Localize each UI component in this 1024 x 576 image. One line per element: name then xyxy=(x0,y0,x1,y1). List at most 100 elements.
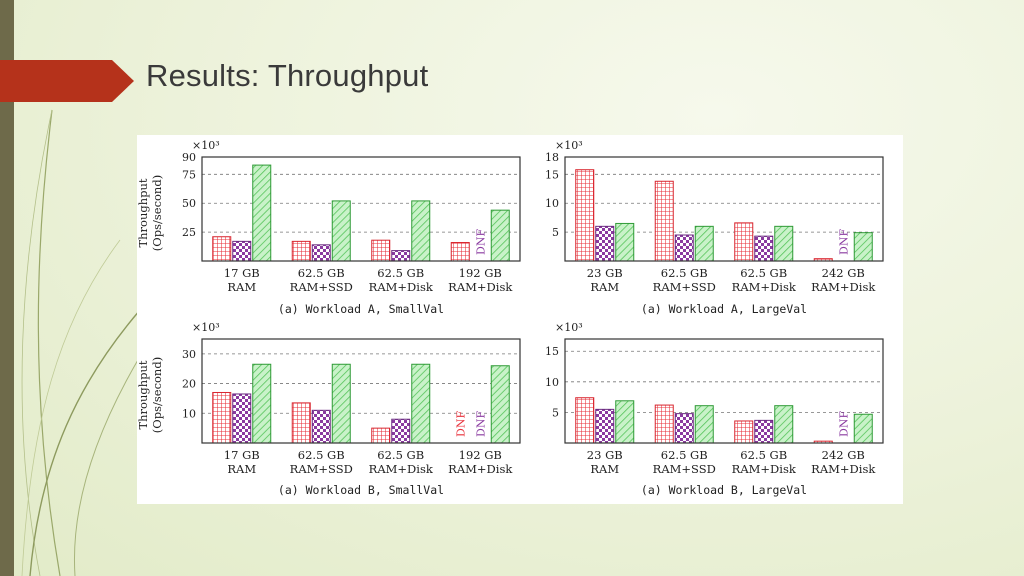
y-tick-label: 30 xyxy=(182,348,196,361)
bar xyxy=(371,239,391,262)
bar xyxy=(450,242,470,262)
bar xyxy=(371,427,391,444)
y-tick-label: 25 xyxy=(182,226,196,239)
bar xyxy=(595,225,615,262)
bar xyxy=(252,363,272,444)
y-tick-label: 5 xyxy=(552,226,559,239)
bar xyxy=(490,365,510,444)
bar xyxy=(391,250,411,262)
plot-frame xyxy=(564,156,884,262)
x-tick-label: RAM+Disk xyxy=(811,280,876,294)
bar xyxy=(734,222,754,262)
y-tick-label: 5 xyxy=(552,406,559,419)
bar xyxy=(734,420,754,444)
x-tick-label: 62.5 GB xyxy=(661,448,708,462)
chart-caption: (a) Workload B, LargeVal xyxy=(641,483,807,497)
bar xyxy=(674,234,694,262)
bar xyxy=(331,200,351,262)
x-tick-label: 62.5 GB xyxy=(740,266,787,280)
dnf-label: DNF xyxy=(474,229,487,255)
y-axis-label: Throughput(Ops/second) xyxy=(137,175,164,251)
x-tick-label: 62.5 GB xyxy=(298,266,345,280)
bar xyxy=(774,405,794,444)
bar xyxy=(232,240,252,262)
x-tick-label: RAM+Disk xyxy=(732,280,797,294)
y-tick-label: 20 xyxy=(182,378,196,391)
x-tick-label: RAM xyxy=(227,280,256,294)
x-tick-label: RAM+SSD xyxy=(290,280,353,294)
plot-frame xyxy=(201,338,521,444)
bar xyxy=(575,169,595,262)
bar xyxy=(411,200,431,262)
bar xyxy=(694,405,714,444)
x-tick-label: 242 GB xyxy=(822,266,865,280)
y-tick-label: 10 xyxy=(545,376,559,389)
decorative-lines xyxy=(21,109,151,576)
bar xyxy=(654,404,674,444)
y-multiplier-label: ×10³ xyxy=(192,321,220,334)
y-tick-label: 50 xyxy=(182,197,196,210)
bar xyxy=(853,232,873,262)
bar xyxy=(853,413,873,444)
x-tick-label: RAM+SSD xyxy=(290,462,353,476)
bar xyxy=(311,244,331,262)
y-tick-label: 10 xyxy=(545,197,559,210)
bar xyxy=(291,402,311,444)
dnf-label: DNF xyxy=(837,229,850,255)
x-tick-label: 192 GB xyxy=(459,448,502,462)
bar xyxy=(754,419,774,444)
x-tick-label: 23 GB xyxy=(587,266,623,280)
plot-frame xyxy=(201,156,521,262)
bar xyxy=(411,363,431,444)
y-multiplier-label: ×10³ xyxy=(192,139,220,152)
bar xyxy=(754,235,774,262)
x-tick-label: RAM+Disk xyxy=(448,280,513,294)
dnf-label: DNF xyxy=(454,411,467,437)
x-tick-label: RAM xyxy=(590,462,619,476)
bar xyxy=(311,409,331,444)
bar xyxy=(595,408,615,444)
bar xyxy=(291,240,311,262)
x-tick-label: 242 GB xyxy=(822,448,865,462)
y-tick-label: 18 xyxy=(545,151,559,164)
title-arrow-icon xyxy=(0,60,134,102)
x-tick-label: RAM+Disk xyxy=(811,462,876,476)
x-tick-label: 17 GB xyxy=(224,266,260,280)
x-tick-label: RAM+Disk xyxy=(369,462,434,476)
chart-caption: (a) Workload A, SmallVal xyxy=(278,302,444,316)
y-tick-label: 15 xyxy=(545,168,559,181)
x-tick-label: RAM+Disk xyxy=(448,462,513,476)
dnf-label: DNF xyxy=(837,411,850,437)
bar xyxy=(212,236,232,262)
y-tick-label: 15 xyxy=(545,345,559,358)
x-tick-label: RAM+Disk xyxy=(369,280,434,294)
chart-caption: (a) Workload B, SmallVal xyxy=(278,483,444,497)
y-multiplier-label: ×10³ xyxy=(555,321,583,334)
x-tick-label: 62.5 GB xyxy=(377,266,424,280)
y-multiplier-label: ×10³ xyxy=(555,139,583,152)
plot-frame xyxy=(564,338,884,444)
bar xyxy=(615,400,635,444)
x-tick-label: 62.5 GB xyxy=(661,266,708,280)
x-tick-label: 62.5 GB xyxy=(377,448,424,462)
left-sidebar-bar xyxy=(0,0,14,576)
x-tick-label: 62.5 GB xyxy=(298,448,345,462)
chart-caption: (a) Workload A, LargeVal xyxy=(641,302,807,316)
bar xyxy=(674,413,694,444)
bar xyxy=(212,391,232,444)
bar xyxy=(774,225,794,262)
x-tick-label: 192 GB xyxy=(459,266,502,280)
bar xyxy=(694,225,714,262)
x-tick-label: RAM xyxy=(227,462,256,476)
bar xyxy=(391,418,411,444)
x-tick-label: 62.5 GB xyxy=(740,448,787,462)
slide-title: Results: Throughput xyxy=(146,58,429,93)
bar xyxy=(654,180,674,262)
dnf-label: DNF xyxy=(474,411,487,437)
bar xyxy=(252,164,272,262)
